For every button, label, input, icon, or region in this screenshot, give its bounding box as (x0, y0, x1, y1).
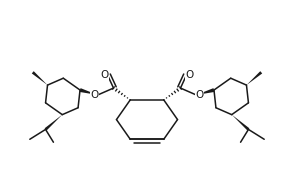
Polygon shape (246, 71, 262, 85)
Polygon shape (45, 115, 62, 130)
Polygon shape (196, 88, 215, 95)
Polygon shape (79, 88, 98, 95)
Polygon shape (232, 115, 249, 130)
Text: O: O (101, 70, 109, 80)
Polygon shape (32, 71, 48, 85)
Text: O: O (195, 90, 203, 100)
Text: O: O (185, 70, 193, 80)
Text: O: O (91, 90, 99, 100)
